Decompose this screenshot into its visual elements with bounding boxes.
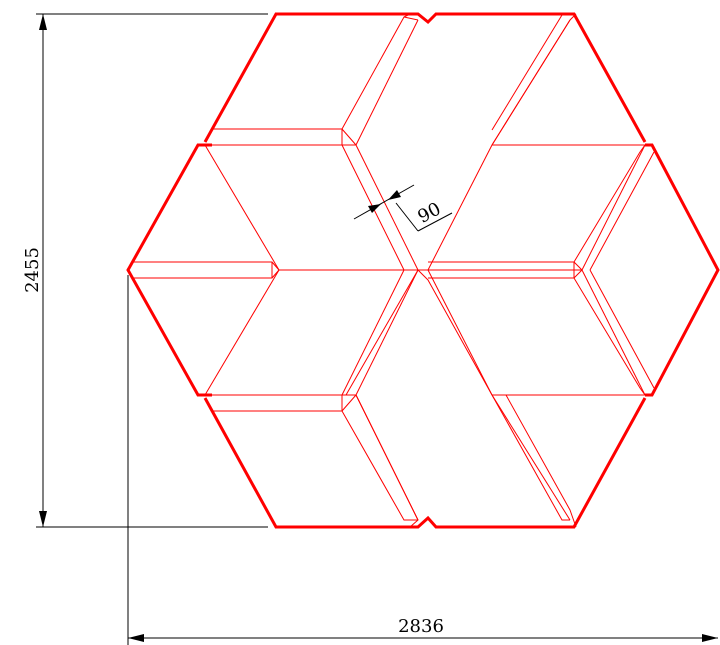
detail-leader-underline bbox=[417, 212, 453, 232]
tile-edge bbox=[355, 144, 419, 271]
tile-edge bbox=[355, 19, 419, 146]
board-strip bbox=[589, 269, 655, 389]
board-strip bbox=[134, 261, 280, 279]
dimension-arrows bbox=[39, 14, 718, 642]
board-strip bbox=[573, 144, 646, 263]
board-strip bbox=[212, 128, 357, 146]
board-strip bbox=[573, 277, 646, 396]
board-strip bbox=[491, 394, 570, 521]
board-strip bbox=[341, 410, 418, 521]
arrow-down bbox=[39, 511, 47, 527]
tile-edge bbox=[581, 144, 646, 271]
board-strip bbox=[492, 394, 577, 528]
arrow-up bbox=[39, 14, 47, 30]
board-strip bbox=[341, 16, 419, 130]
outline-left bbox=[126, 143, 212, 397]
tile-edge bbox=[204, 144, 280, 271]
board-strip bbox=[491, 14, 563, 131]
inner-geometry bbox=[134, 13, 655, 528]
arrow-left bbox=[128, 634, 144, 642]
board-strip bbox=[491, 13, 577, 146]
board-strip bbox=[341, 269, 405, 396]
detail-dimension-label: 90 bbox=[414, 198, 444, 227]
arrow-detail-a bbox=[368, 204, 381, 213]
board-strip bbox=[589, 151, 655, 271]
board-strip bbox=[428, 261, 583, 279]
tile-edge bbox=[581, 269, 646, 396]
tile-edge bbox=[491, 394, 571, 521]
height-dimension-label: 2455 bbox=[22, 247, 43, 293]
board-strip bbox=[341, 144, 418, 271]
arrow-right bbox=[702, 634, 718, 642]
outline-bottom bbox=[203, 397, 647, 529]
tile-edge bbox=[427, 269, 493, 396]
detail-leader bbox=[395, 202, 419, 232]
board-strip bbox=[417, 269, 493, 396]
board-strip bbox=[212, 394, 357, 412]
tile-edge bbox=[355, 269, 419, 396]
width-dimension-label: 2836 bbox=[398, 616, 444, 637]
outer-outline bbox=[126, 12, 720, 529]
arrow-detail-b bbox=[388, 190, 401, 200]
dimension-lines bbox=[36, 13, 718, 645]
detail-dimension-line bbox=[353, 184, 415, 220]
tile-edge bbox=[204, 269, 280, 396]
board-strip bbox=[345, 269, 419, 396]
outline-right bbox=[645, 143, 720, 397]
board-strip bbox=[355, 394, 419, 528]
tile-edge bbox=[427, 144, 493, 271]
outline-top-left bbox=[203, 12, 647, 143]
